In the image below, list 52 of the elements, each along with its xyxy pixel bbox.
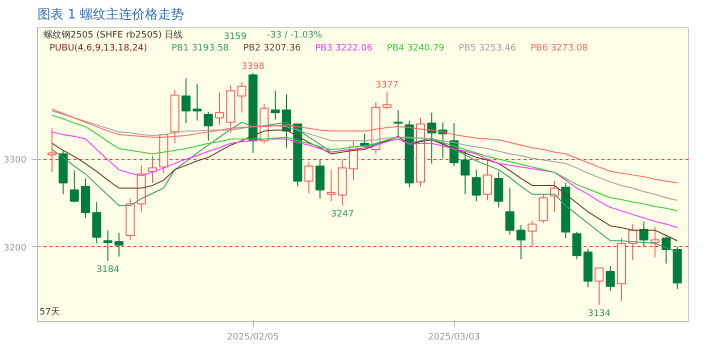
text: PB1 3193.58 [172,44,230,54]
candlestick [460,150,470,195]
chart-title: 图表 1 螺纹主连价格走势 [38,6,184,22]
annotation: 3247 [330,210,354,220]
candlestick [47,128,57,173]
candlestick [572,231,582,260]
candlestick [594,267,604,306]
candlestick [192,83,202,122]
candlestick [181,78,191,124]
candlestick [214,92,224,126]
candlestick [148,155,158,184]
candlestick [427,112,436,164]
annotation: -33 / -1.03% [266,30,323,40]
annotation: 螺纹钢2505 (SHFE rb2505) 日线 [44,30,183,40]
candlestick [270,90,280,120]
candlestick [114,232,124,258]
text: PB3 3222.06 [315,44,373,54]
y-tick-label: 3200 [4,243,27,254]
candlestick [550,180,560,212]
annotation: 57天 [40,306,60,318]
text: PB6 3273.08 [530,44,588,54]
candlestick [516,224,526,260]
x-tick-label: 2025/02/05 [227,332,279,342]
candlestick [505,188,514,236]
candlestick [528,220,537,247]
candlestick [237,81,246,114]
candlestick [482,160,492,201]
candlestick [662,236,671,264]
candlestick [472,169,481,202]
x-tick-label: 2025/03/03 [428,332,480,342]
annotation: 3184 [96,264,120,275]
candlestick [315,158,325,200]
candlestick [639,220,648,247]
candlestick [538,194,548,224]
candlestick [650,226,660,258]
candlestick [382,91,392,110]
candlestick [103,230,112,262]
text: PB4 3240.79 [386,44,445,54]
annotation: 3134 [588,308,611,319]
candlestick [606,266,615,292]
annotation: 3377 [376,80,398,91]
text: PB2 3207.36 [243,44,301,54]
candlestick [204,111,213,142]
candlestick [494,170,504,208]
legend-title: PUBU(4,6,9,13,18,24) [50,44,148,54]
text: PB5 3253.46 [458,44,516,54]
candlestick [326,169,336,202]
candlestick [304,161,314,194]
candlestick [70,170,79,203]
annotation: 3398 [242,62,265,72]
y-tick-label: 3300 [4,156,27,166]
annotation: 3159 [224,32,247,42]
